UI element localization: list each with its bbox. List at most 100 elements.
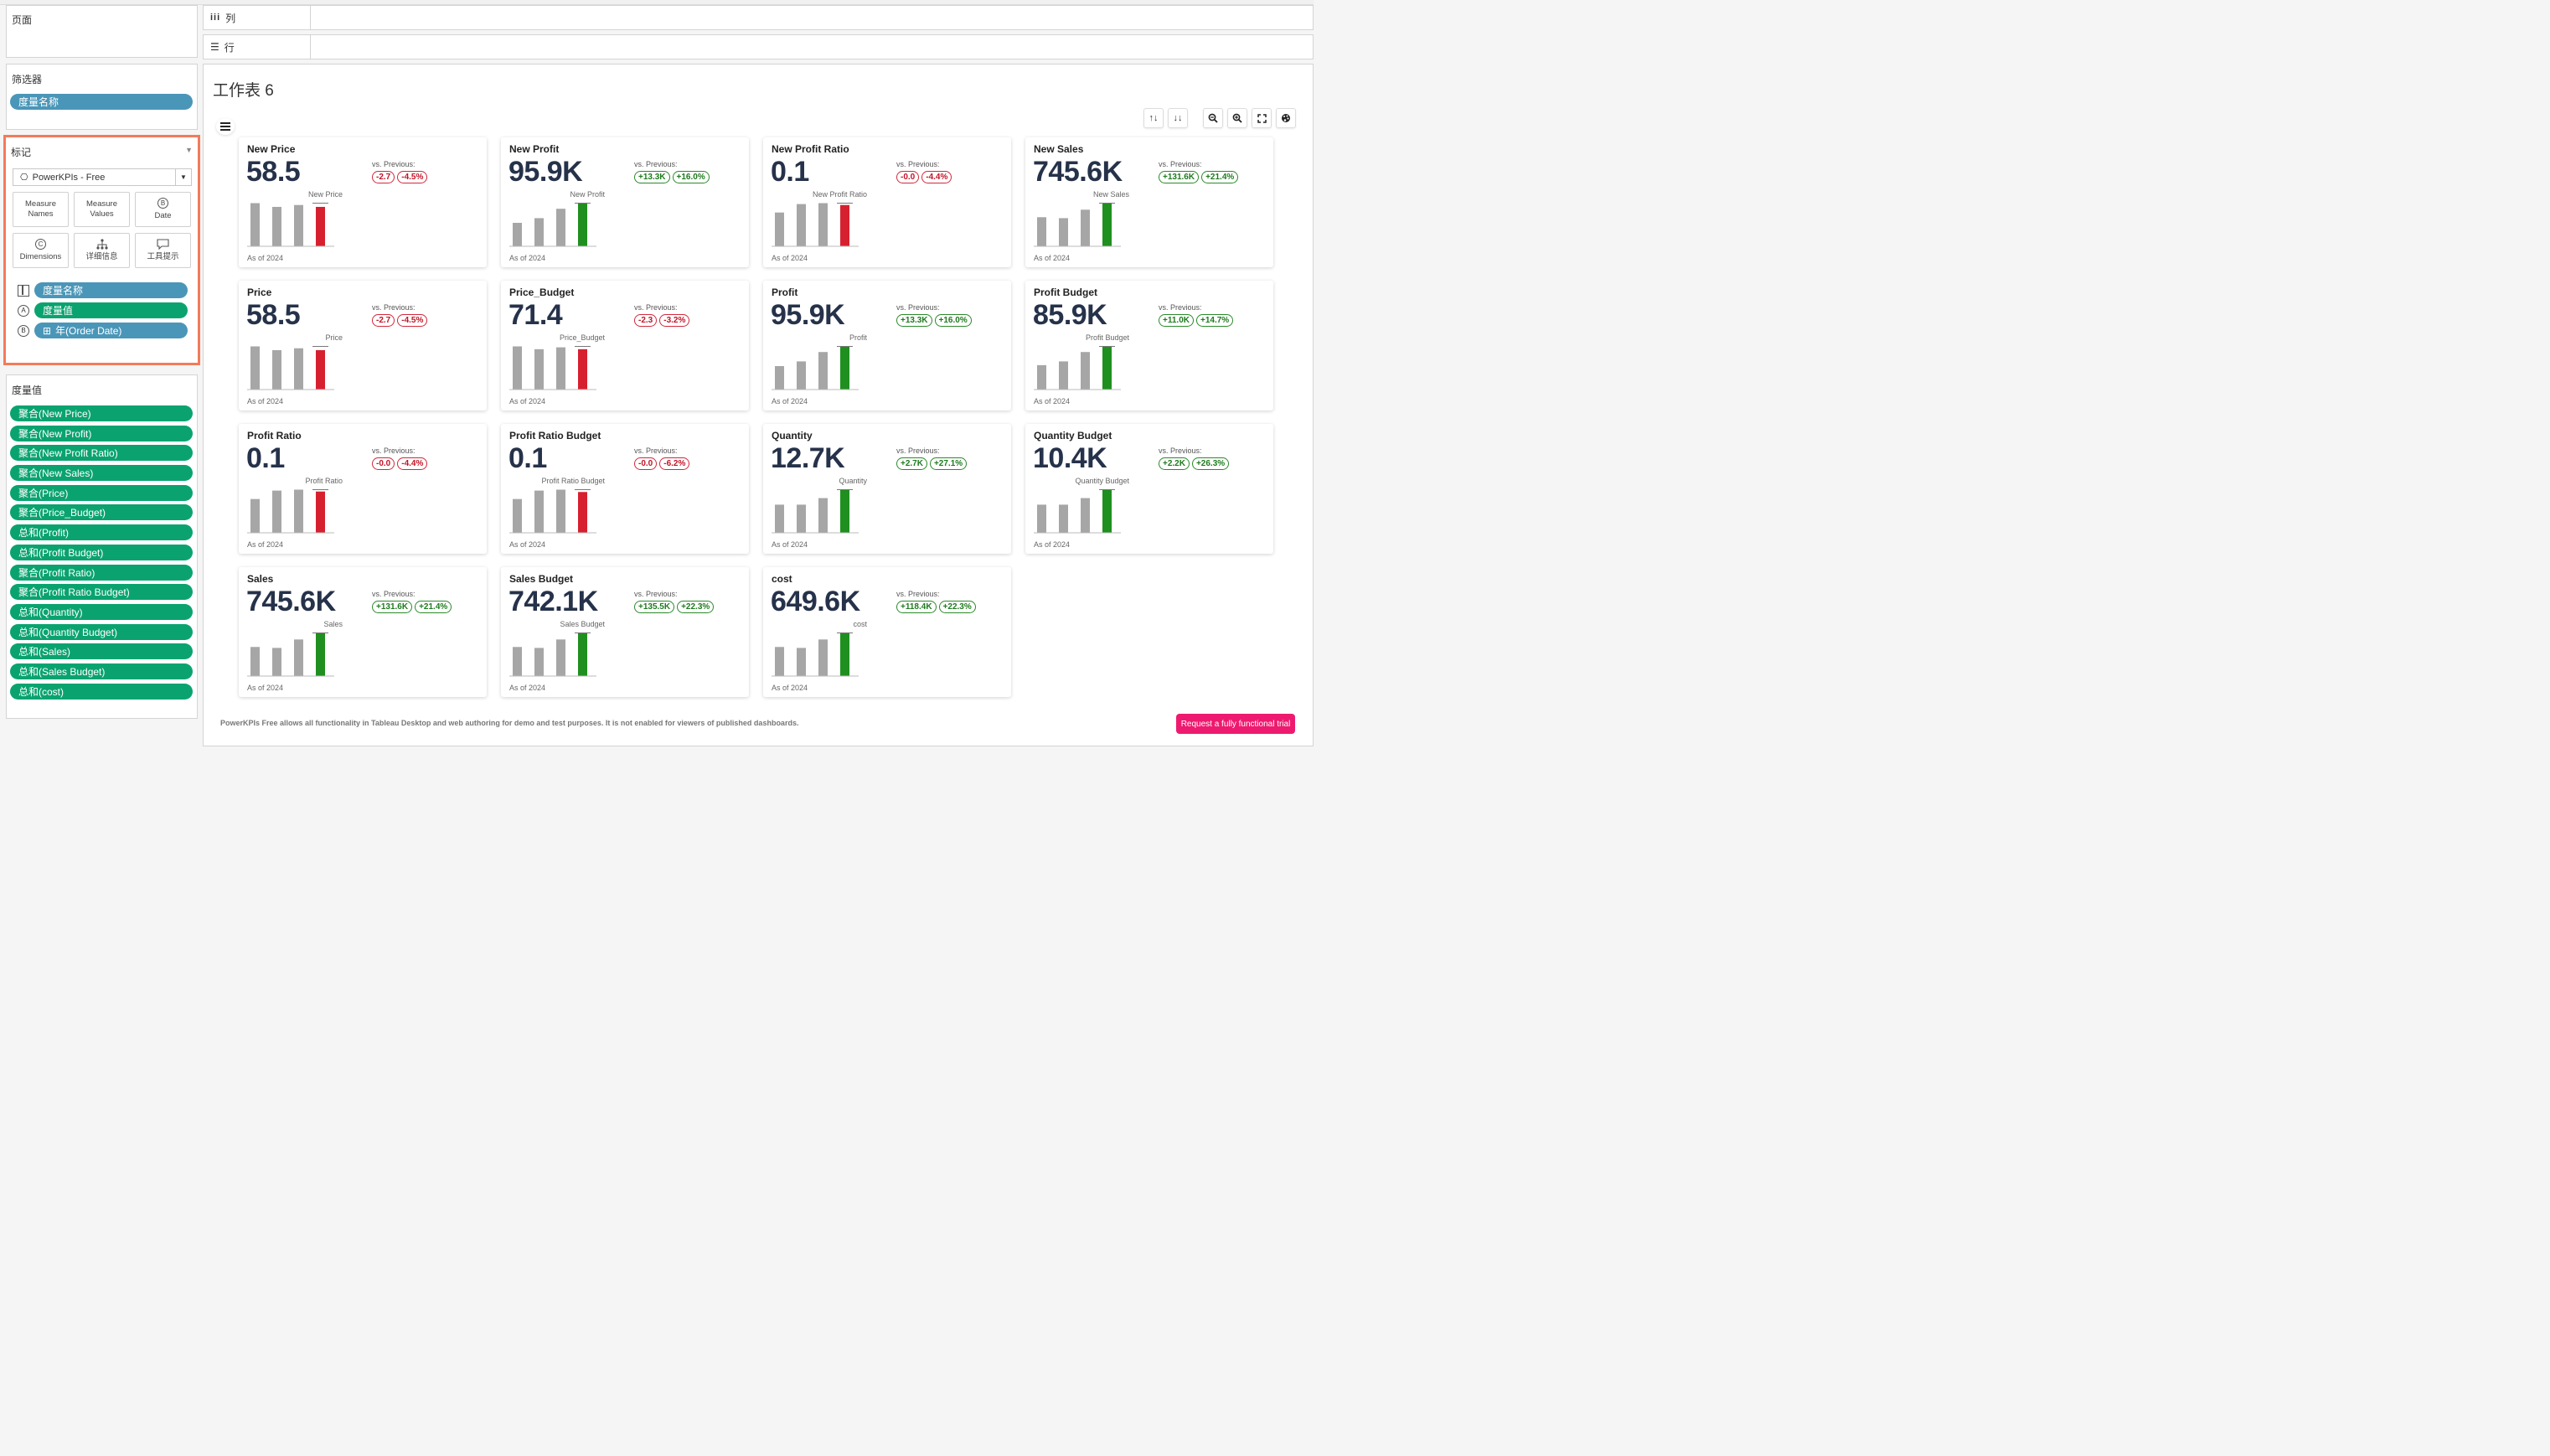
kpi-bar-current[interactable] [578, 203, 587, 246]
kpi-bar-previous[interactable] [272, 490, 281, 533]
kpi-bar-previous[interactable] [272, 349, 281, 390]
kpi-bar-previous[interactable] [1081, 352, 1090, 390]
kpi-bar-previous[interactable] [1037, 217, 1046, 246]
zoom-in-icon[interactable] [1227, 108, 1247, 128]
kpi-bar-current[interactable] [840, 632, 849, 676]
fullscreen-icon[interactable] [1252, 108, 1272, 128]
kpi-bar-current[interactable] [1102, 203, 1112, 246]
kpi-bar-previous[interactable] [272, 206, 281, 246]
kpi-bar-previous[interactable] [775, 504, 784, 533]
kpi-bar-previous[interactable] [250, 346, 260, 390]
filter-pill-measure-names[interactable]: 度量名称 [10, 94, 193, 110]
kpi-bar-previous[interactable] [1059, 218, 1068, 246]
kpi-bar-previous[interactable] [818, 639, 828, 676]
filters-panel[interactable]: 筛选器 度量名称 [6, 64, 198, 130]
kpi-card[interactable]: Profit 95.9K vs. Previous: +13.3K +16.0% As o… [763, 281, 1011, 410]
measure-value-pill[interactable]: 聚合(Price_Budget) [10, 504, 193, 521]
kpi-bar-current[interactable] [316, 206, 325, 246]
mark-pill-measure-names[interactable]: 度量名称 [34, 282, 188, 298]
measure-value-pill[interactable]: 聚合(New Sales) [10, 465, 193, 482]
kpi-card[interactable]: Price 58.5 vs. Previous: -2.7 -4.5% As of 202… [239, 281, 487, 410]
mark-button-measure-values[interactable]: Measure Values [74, 192, 130, 227]
measure-value-pill[interactable]: 总和(Sales Budget) [10, 663, 193, 679]
measure-value-pill[interactable]: 聚合(New Profit Ratio) [10, 445, 193, 462]
kpi-bar-current[interactable] [316, 491, 325, 533]
measure-value-pill[interactable]: 总和(Quantity Budget) [10, 623, 193, 640]
kpi-bar-current[interactable] [578, 632, 587, 676]
kpi-card[interactable]: Profit Budget 85.9K vs. Previous: +11.0K +14… [1025, 281, 1273, 410]
kpi-bar-previous[interactable] [775, 647, 784, 676]
kpi-bar-previous[interactable] [513, 647, 522, 676]
kpi-card[interactable]: Price_Budget 71.4 vs. Previous: -2.3 -3.2% As… [501, 281, 749, 410]
kpi-bar-previous[interactable] [534, 218, 544, 246]
measure-value-pill[interactable]: 聚合(Profit Ratio Budget) [10, 584, 193, 601]
kpi-bar-previous[interactable] [534, 349, 544, 390]
kpi-bar-previous[interactable] [818, 498, 828, 533]
kpi-bar-previous[interactable] [294, 489, 303, 533]
kpi-bar-previous[interactable] [513, 223, 522, 246]
kpi-bar-previous[interactable] [818, 203, 828, 246]
kpi-bar-previous[interactable] [250, 498, 260, 533]
kpi-card[interactable]: New Profit 95.9K vs. Previous: +13.3K +16.0%… [501, 137, 749, 267]
kpi-bar-previous[interactable] [1037, 504, 1046, 533]
kpi-card[interactable]: Quantity Budget 10.4K vs. Previous: +2.2K +2… [1025, 424, 1273, 554]
measure-value-pill[interactable]: 总和(cost) [10, 683, 193, 700]
kpi-bar-previous[interactable] [775, 212, 784, 246]
kpi-bar-previous[interactable] [797, 504, 806, 533]
measure-value-pill[interactable]: 总和(Quantity) [10, 603, 193, 620]
marks-collapse-icon[interactable]: ▼ [185, 146, 193, 154]
mark-pill-row-order-date[interactable]: B ⊞ 年(Order Date) [18, 323, 188, 338]
kpi-bar-previous[interactable] [250, 647, 260, 676]
kpi-card[interactable]: Sales Budget 742.1K vs. Previous: +135.5K +2… [501, 567, 749, 697]
kpi-bar-previous[interactable] [556, 489, 565, 533]
kpi-bar-previous[interactable] [797, 204, 806, 246]
kpi-bar-previous[interactable] [294, 348, 303, 390]
mark-pill-order-date[interactable]: ⊞ 年(Order Date) [34, 323, 188, 338]
mark-pill-measure-values[interactable]: 度量值 [34, 302, 188, 318]
request-trial-button[interactable]: Request a fully functional trial [1176, 714, 1295, 734]
kpi-bar-current[interactable] [578, 492, 587, 533]
kpi-bar-previous[interactable] [272, 648, 281, 676]
kpi-bar-current[interactable] [840, 204, 849, 246]
kpi-bar-previous[interactable] [1037, 364, 1046, 390]
kpi-card[interactable]: New Sales 745.6K vs. Previous: +131.6K +21.4… [1025, 137, 1273, 267]
kpi-bar-previous[interactable] [513, 346, 522, 390]
kpi-bar-previous[interactable] [1081, 498, 1090, 533]
kpi-bar-previous[interactable] [797, 648, 806, 676]
kpi-bar-previous[interactable] [1081, 209, 1090, 246]
kpi-bar-previous[interactable] [1059, 361, 1068, 390]
sort-desc-icon[interactable]: ↓↓ [1168, 108, 1188, 128]
kpi-bar-previous[interactable] [294, 639, 303, 676]
kpi-bar-current[interactable] [316, 632, 325, 676]
measure-value-pill[interactable]: 聚合(Price) [10, 484, 193, 501]
kpi-card[interactable]: Quantity 12.7K vs. Previous: +2.7K +27.1% As … [763, 424, 1011, 554]
kpi-bar-previous[interactable] [534, 490, 544, 533]
rows-shelf[interactable]: ☰ 行 [203, 34, 1314, 59]
mark-type-dropdown[interactable]: ⎔ PowerKPIs - Free ▼ [13, 168, 192, 186]
kpi-bar-current[interactable] [578, 349, 587, 390]
kpi-card[interactable]: Profit Ratio Budget 0.1 vs. Previous: -0.0-… [501, 424, 749, 554]
kpi-bar-current[interactable] [840, 489, 849, 533]
measure-value-pill[interactable]: 总和(Sales) [10, 643, 193, 660]
measure-value-pill[interactable]: 聚合(New Profit) [10, 425, 193, 441]
zoom-out-icon[interactable] [1203, 108, 1223, 128]
expand-icon[interactable]: ⊞ [43, 324, 52, 337]
kpi-bar-current[interactable] [840, 346, 849, 390]
kpi-card[interactable]: New Price 58.5 vs. Previous: -2.7 -4.5% As of… [239, 137, 487, 267]
mark-pill-row-measure-values[interactable]: A 度量值 [18, 302, 188, 318]
mark-button-date[interactable]: B Date [135, 192, 191, 227]
kpi-bar-current[interactable] [1102, 489, 1112, 533]
kpi-bar-previous[interactable] [775, 366, 784, 390]
kpi-card[interactable]: cost 649.6K vs. Previous: +118.4K +22.3% As o… [763, 567, 1011, 697]
measure-value-pill[interactable]: 聚合(Profit Ratio) [10, 564, 193, 581]
hamburger-icon[interactable] [216, 118, 235, 135]
measure-value-pill[interactable]: 聚合(New Price) [10, 405, 193, 421]
mark-button-tooltip[interactable]: 工具提示 [135, 233, 191, 268]
palette-icon[interactable] [1276, 108, 1296, 128]
kpi-bar-previous[interactable] [294, 204, 303, 246]
mark-button-measure-names[interactable]: Measure Names [13, 192, 69, 227]
kpi-bar-previous[interactable] [513, 498, 522, 533]
kpi-bar-previous[interactable] [797, 361, 806, 390]
kpi-bar-previous[interactable] [818, 352, 828, 390]
kpi-card[interactable]: Sales 745.6K vs. Previous: +131.6K +21.4% As … [239, 567, 487, 697]
